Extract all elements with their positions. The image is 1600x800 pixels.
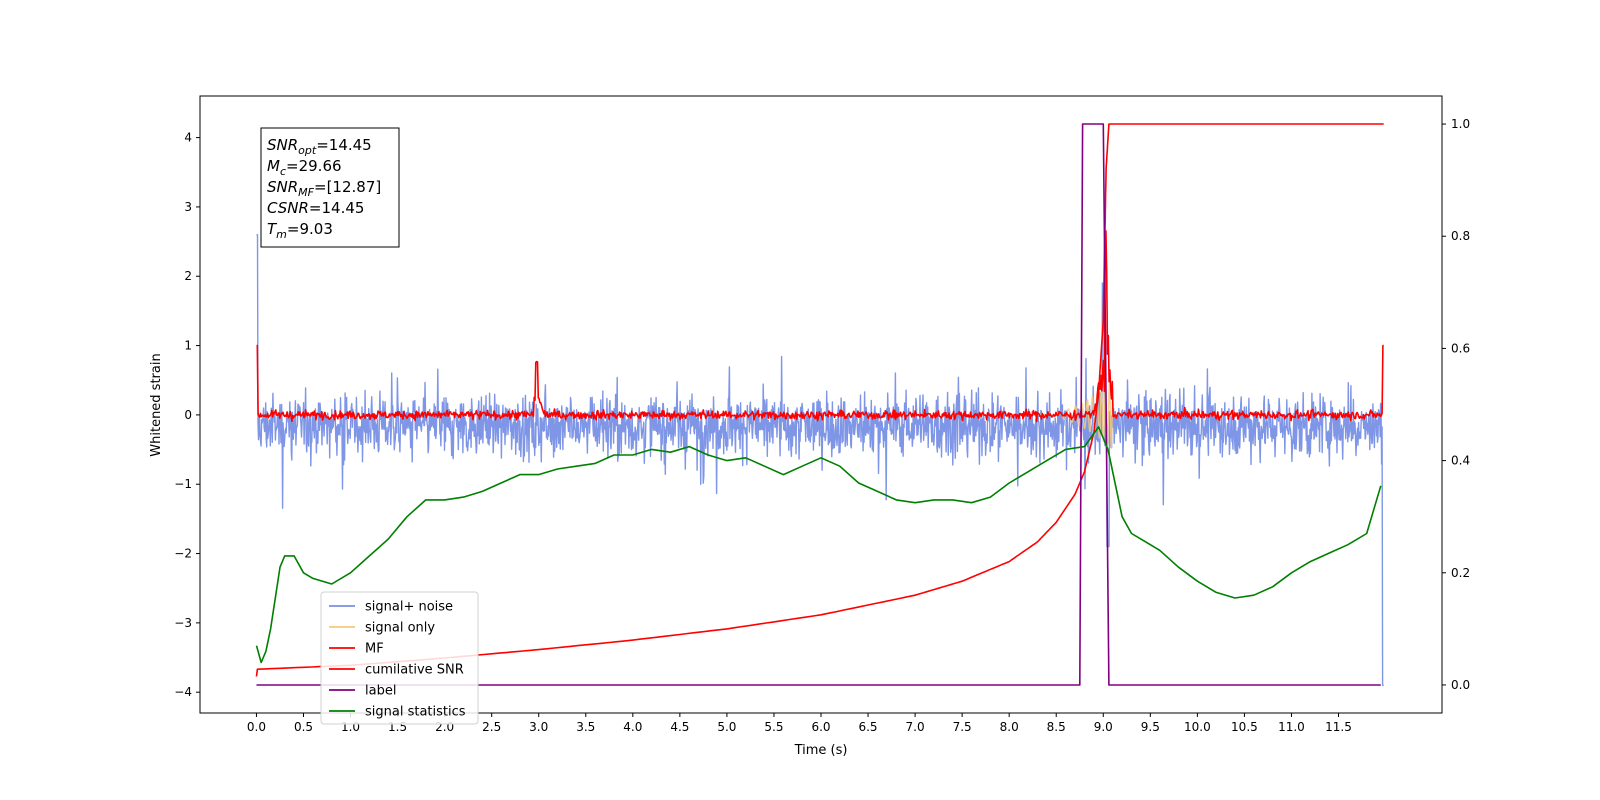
x-tick-label-15: 7.5 [953, 720, 972, 734]
annotation-line-2: SNRMF=[12.87] [267, 178, 381, 199]
legend-item-3: cumilative SNR [365, 663, 464, 678]
legend-item-5: signal statistics [365, 705, 466, 720]
series-label [256, 123, 1381, 686]
y-axis-right: 1.0 0.8 0.6 0.4 0.2 0.0 [1442, 117, 1470, 692]
y-left-tick-label-8: −4 [174, 685, 192, 699]
legend-frame [320, 591, 479, 725]
y-left-tick-label-4: 0 [184, 408, 192, 422]
x-tick-label-1: 0.5 [294, 720, 313, 734]
annotation-line-4: Tm=9.03 [267, 220, 333, 241]
x-tick-label-6: 3.0 [529, 720, 548, 734]
x-tick-label-23: 11.5 [1325, 720, 1352, 734]
plot-series [255, 123, 1384, 686]
y-left-tick-label-2: 2 [184, 269, 192, 283]
legend-item-0: signal+ noise [365, 600, 453, 615]
y-left-tick-label-5: −1 [174, 477, 192, 491]
x-tick-label-21: 10.5 [1231, 720, 1258, 734]
x-tick-label-9: 4.5 [670, 720, 689, 734]
x-tick-label-11: 5.5 [764, 720, 783, 734]
annotation-line-3: CSNR=14.45 [267, 199, 364, 217]
y-left-tick-label-1: 3 [184, 200, 192, 214]
annotation-line-0: SNRopt=14.45 [267, 136, 372, 157]
y-right-tick-label-2: 0.6 [1451, 341, 1470, 355]
x-tick-label-17: 8.5 [1047, 720, 1066, 734]
x-axis-label: Time (s) [794, 743, 848, 758]
series-signal-statistics [255, 426, 1382, 664]
y-left-tick-label-0: 4 [184, 131, 192, 145]
x-tick-label-18: 9.0 [1094, 720, 1113, 734]
legend-item-2: MF [365, 642, 384, 657]
legend-item-1: signal only [365, 621, 435, 636]
x-tick-label-20: 10.0 [1184, 720, 1211, 734]
y-left-tick-label-6: −2 [174, 547, 192, 561]
y-right-tick-label-1: 0.8 [1451, 229, 1470, 243]
series-signal-noise [256, 234, 1384, 686]
x-tick-label-5: 2.5 [482, 720, 501, 734]
y-right-tick-label-3: 0.4 [1451, 454, 1470, 468]
y-left-tick-label-7: −3 [174, 616, 192, 630]
x-tick-label-16: 8.0 [1000, 720, 1019, 734]
x-tick-label-13: 6.5 [858, 720, 877, 734]
series-cumilative-snr [255, 123, 1384, 677]
x-tick-label-0: 0.0 [247, 720, 266, 734]
y-right-tick-label-4: 0.2 [1451, 566, 1470, 580]
series-mf [256, 230, 1384, 423]
x-tick-label-14: 7.0 [906, 720, 925, 734]
legend: signal+ noise signal only MF cumilative SNR… [320, 591, 479, 725]
y-right-tick-label-0: 1.0 [1451, 117, 1470, 131]
x-tick-label-10: 5.0 [717, 720, 736, 734]
x-tick-label-8: 4.0 [623, 720, 642, 734]
y-right-tick-label-5: 0.0 [1451, 678, 1470, 692]
y-axis-left: 4 3 2 1 0 −1 −2 −3 −4 [174, 131, 200, 699]
x-tick-label-12: 6.0 [811, 720, 830, 734]
x-tick-label-22: 11.0 [1278, 720, 1305, 734]
legend-item-4: label [365, 684, 396, 699]
x-axis: 0.0 0.5 1.0 1.5 2.0 2.5 3.0 3.5 4.0 4.5 5.0 5.5 6.0 6… [247, 713, 1352, 734]
x-tick-label-19: 9.5 [1141, 720, 1160, 734]
y-left-tick-label-3: 1 [184, 339, 192, 353]
annotation-box: SNRopt=14.45Mc=29.66SNRMF=[12.87]CSNR=14… [260, 127, 400, 248]
y-axis-label: Whitened strain [149, 353, 164, 456]
annotation-frame [260, 127, 400, 248]
x-tick-label-7: 3.5 [576, 720, 595, 734]
annotation-line-1: Mc=29.66 [267, 157, 342, 178]
